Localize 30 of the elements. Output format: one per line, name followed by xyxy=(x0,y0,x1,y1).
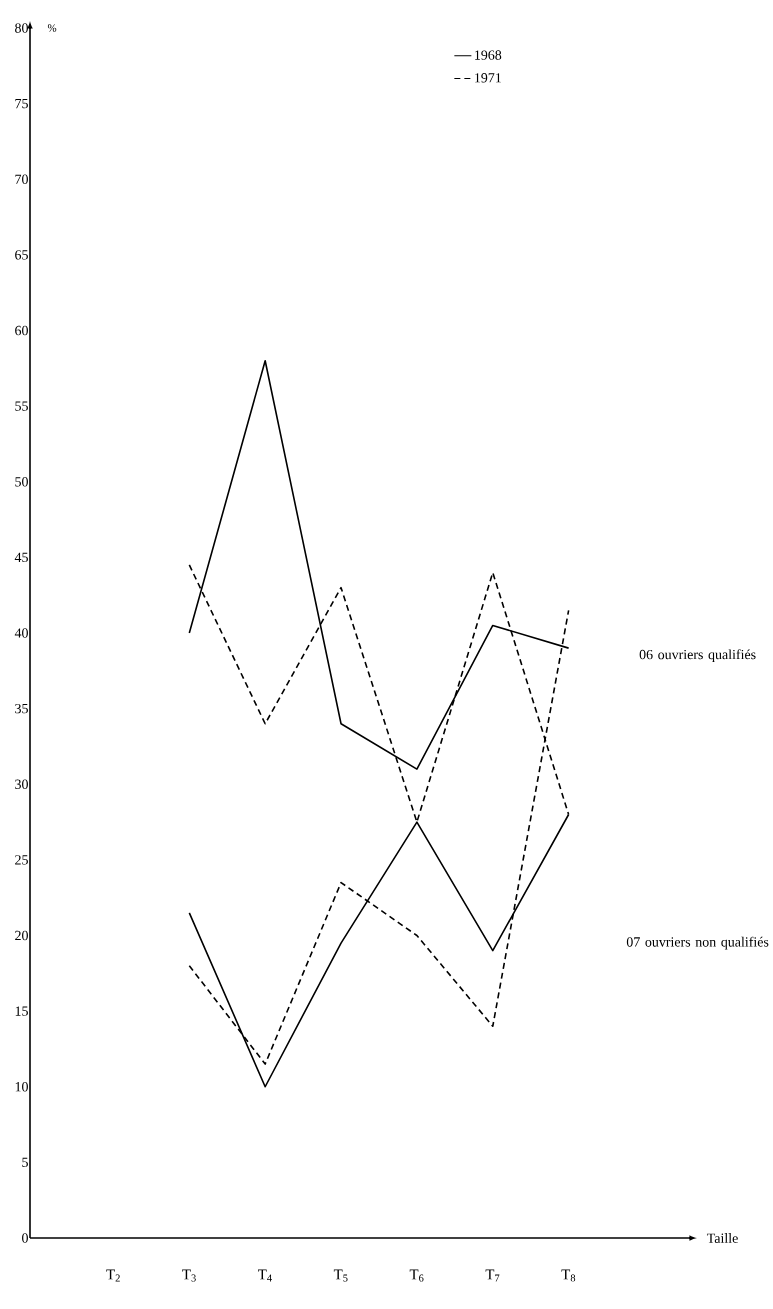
y-tick-label: 75 xyxy=(15,99,28,109)
y-axis-title: % xyxy=(47,24,57,32)
y-tick-label: 15 xyxy=(15,1006,28,1016)
y-tick-label: 45 xyxy=(14,552,28,563)
text: 06 ouvriers qualifiés xyxy=(639,649,756,663)
text: Taille xyxy=(706,1233,738,1243)
y-tick-label: 25 xyxy=(15,855,28,865)
y-tick-label: 40 xyxy=(14,628,28,638)
x-tick-label: T$_{4}$ xyxy=(258,1269,272,1282)
y-tick-label: 80 xyxy=(15,23,28,33)
x-tick-label: T$_{3}$ xyxy=(182,1269,196,1282)
legend-label: 1968 xyxy=(475,50,502,60)
legend-label: 1971 xyxy=(475,73,501,83)
y-tick-label: 0 xyxy=(22,1233,28,1243)
x-tick-label: T$_{5}$ xyxy=(333,1269,348,1282)
text: 07 ouvriers non qualifiés xyxy=(626,936,769,950)
x-tick-label: T$_{8}$ xyxy=(561,1269,576,1282)
y-tick-label: 60 xyxy=(15,325,28,336)
y-tick-label: 35 xyxy=(15,703,28,714)
y-tick-label: 5 xyxy=(22,1157,28,1168)
y-tick-label: 30 xyxy=(15,779,28,789)
y-tick-label: 50 xyxy=(15,477,28,487)
y-tick-label: 10 xyxy=(15,1082,28,1092)
y-tick-label: 20 xyxy=(15,930,28,941)
y-tick-label: 55 xyxy=(15,401,28,411)
y-tick-label: 65 xyxy=(15,250,28,260)
x-tick-label: T$_{6}$ xyxy=(409,1269,424,1282)
y-tick-label: 70 xyxy=(15,174,28,184)
x-tick-label: T$_{2}$ xyxy=(106,1269,120,1282)
x-tick-label: T$_{7}$ xyxy=(485,1269,500,1282)
